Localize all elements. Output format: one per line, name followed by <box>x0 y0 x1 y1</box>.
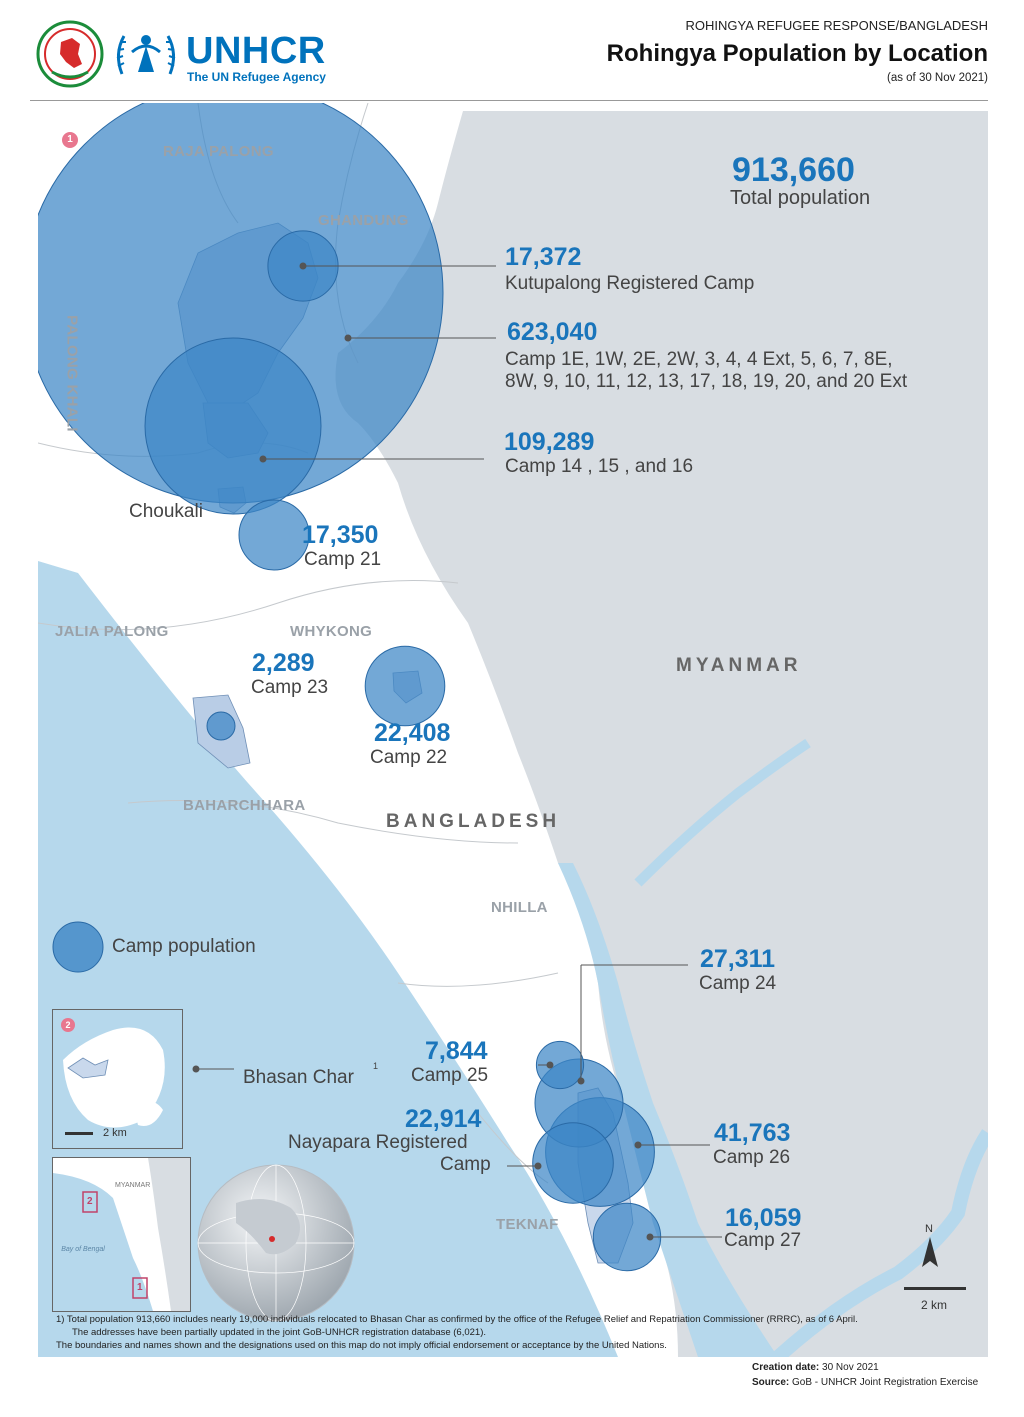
camp-value-26: 41,763 <box>714 1119 791 1147</box>
camp-value-14-15-16: 109,289 <box>504 428 595 456</box>
scale-bar <box>904 1287 966 1290</box>
bangladesh-govt-seal <box>36 20 104 88</box>
camp-label-kutupalong: Kutupalong Registered Camp <box>505 273 755 294</box>
camp-value-22: 22,408 <box>374 719 451 747</box>
area-label-jalia-palong: JALIA PALONG <box>55 623 169 640</box>
locator-box-2: 2 <box>87 1196 93 1207</box>
locator-box-1: 1 <box>137 1282 143 1293</box>
creation-date: Creation date: 30 Nov 2021 <box>752 1362 879 1373</box>
report-supertitle: ROHINGYA REFUGEE RESPONSE/BANGLADESH <box>685 18 988 33</box>
camp-value-21: 17,350 <box>302 521 379 549</box>
camp-value-25: 7,844 <box>425 1037 488 1065</box>
river-branch-east <box>634 738 811 887</box>
camp-circle-nayapara <box>532 1122 614 1204</box>
town-label-choukali: Choukali <box>129 501 203 522</box>
source-label: Source: <box>752 1377 790 1388</box>
map-frame: RAJA PALONG GHANDUNG PALONG KHALI JALIA … <box>38 103 988 1357</box>
inset-marker-2: 2 <box>61 1018 75 1032</box>
camp-circle-23 <box>206 711 236 741</box>
camp-label-26: Camp 26 <box>713 1147 791 1168</box>
country-label-bangladesh: BANGLADESH <box>386 811 561 832</box>
bhasan-char-inset: 2 2 km <box>52 1009 183 1149</box>
camp-label-25: Camp 25 <box>411 1065 489 1086</box>
camp-value-kutupalong: 17,372 <box>505 243 582 271</box>
camp-circle-21 <box>238 499 310 571</box>
total-population-label: Total population <box>730 187 871 209</box>
footnote-1: 1) Total population 913,660 includes nea… <box>56 1314 858 1325</box>
camp-label-21: Camp 21 <box>304 549 382 570</box>
location-marker-1: 1 <box>62 132 78 148</box>
area-label-teknaf: TEKNAF <box>496 1216 559 1233</box>
area-label-raja-palong: RAJA PALONG <box>163 143 274 160</box>
camp-label-24: Camp 24 <box>699 973 777 994</box>
as-of-date: (as of 30 Nov 2021) <box>886 72 988 84</box>
camp-circle-25 <box>535 1040 585 1090</box>
source: Source: GoB - UNHCR Joint Registration E… <box>752 1377 978 1388</box>
camp-label-nayapara-line1: Nayapara Registered <box>288 1132 468 1153</box>
locator-inset: MYANMAR Bay of Bengal 2 1 <box>52 1157 191 1312</box>
camp-value-27: 16,059 <box>725 1204 802 1232</box>
creation-date-value: 30 Nov 2021 <box>822 1362 879 1373</box>
legend-circle-icon <box>52 921 104 973</box>
north-arrow-icon <box>922 1237 938 1267</box>
source-value: GoB - UNHCR Joint Registration Exercise <box>792 1377 979 1388</box>
myanmar-land <box>335 111 988 1357</box>
area-label-nhilla: NHILLA <box>491 899 548 916</box>
camp-label-14-15-16: Camp 14 , 15 , and 16 <box>505 456 694 477</box>
org-name: UNHCR <box>186 30 326 72</box>
camp-label-expansion-line2: 8W, 9, 10, 11, 12, 13, 17, 18, 19, 20, a… <box>505 371 908 392</box>
unhcr-emblem-icon <box>112 26 180 82</box>
legend-label: Camp population <box>112 936 256 957</box>
area-label-ghandung: GHANDUNG <box>318 212 409 229</box>
camp-value-expansion: 623,040 <box>507 318 598 346</box>
area-label-whykong: WHYKONG <box>290 623 373 640</box>
header-divider <box>30 100 988 101</box>
area-label-palong-khali: PALONG KHALI <box>63 315 81 432</box>
river-branch-southeast <box>773 1129 988 1357</box>
footnote-2: The addresses have been partially update… <box>72 1327 487 1338</box>
camp-label-expansion-line1: Camp 1E, 1W, 2E, 2W, 3, 4, 4 Ext, 5, 6, … <box>505 349 893 370</box>
camp-circle-22 <box>364 645 446 727</box>
camp-label-nayapara-line2: Camp <box>440 1154 491 1175</box>
area-label-baharchhara: BAHARCHHARA <box>183 797 306 814</box>
creation-date-label: Creation date: <box>752 1362 820 1373</box>
country-label-myanmar: MYANMAR <box>676 655 802 676</box>
camp-label-22: Camp 22 <box>370 747 448 768</box>
north-arrow: N <box>918 1223 942 1273</box>
north-label: N <box>925 1223 933 1235</box>
scale-bar-label: 2 km <box>921 1298 948 1312</box>
page-title: Rohingya Population by Location <box>606 40 988 67</box>
camp-label-23: Camp 23 <box>251 677 329 698</box>
bhasan-char-footnote-ref: 1 <box>373 1061 379 1071</box>
total-population-value: 913,660 <box>732 151 855 189</box>
locator-label-myanmar: MYANMAR <box>115 1182 151 1189</box>
camp-value-24: 27,311 <box>700 945 776 973</box>
camp-circle-14-15-16 <box>144 337 322 515</box>
inset-scale-label: 2 km <box>103 1127 127 1139</box>
leader-lines <box>192 262 722 1241</box>
camp-value-23: 2,289 <box>252 649 315 677</box>
globe-icon <box>197 1164 355 1322</box>
org-tagline: The UN Refugee Agency <box>187 70 326 84</box>
bhasan-char-island <box>63 1027 165 1135</box>
footnote-3: The boundaries and names shown and the d… <box>56 1340 667 1351</box>
camp-value-nayapara: 22,914 <box>405 1105 482 1133</box>
locator-label-bay: Bay of Bengal <box>61 1246 105 1253</box>
naf-river <box>558 863 778 1357</box>
camp-label-27: Camp 27 <box>724 1230 802 1251</box>
locator-map <box>53 1158 190 1311</box>
camp-circles <box>38 103 662 1272</box>
bhasan-char-label: Bhasan Char <box>243 1067 354 1088</box>
